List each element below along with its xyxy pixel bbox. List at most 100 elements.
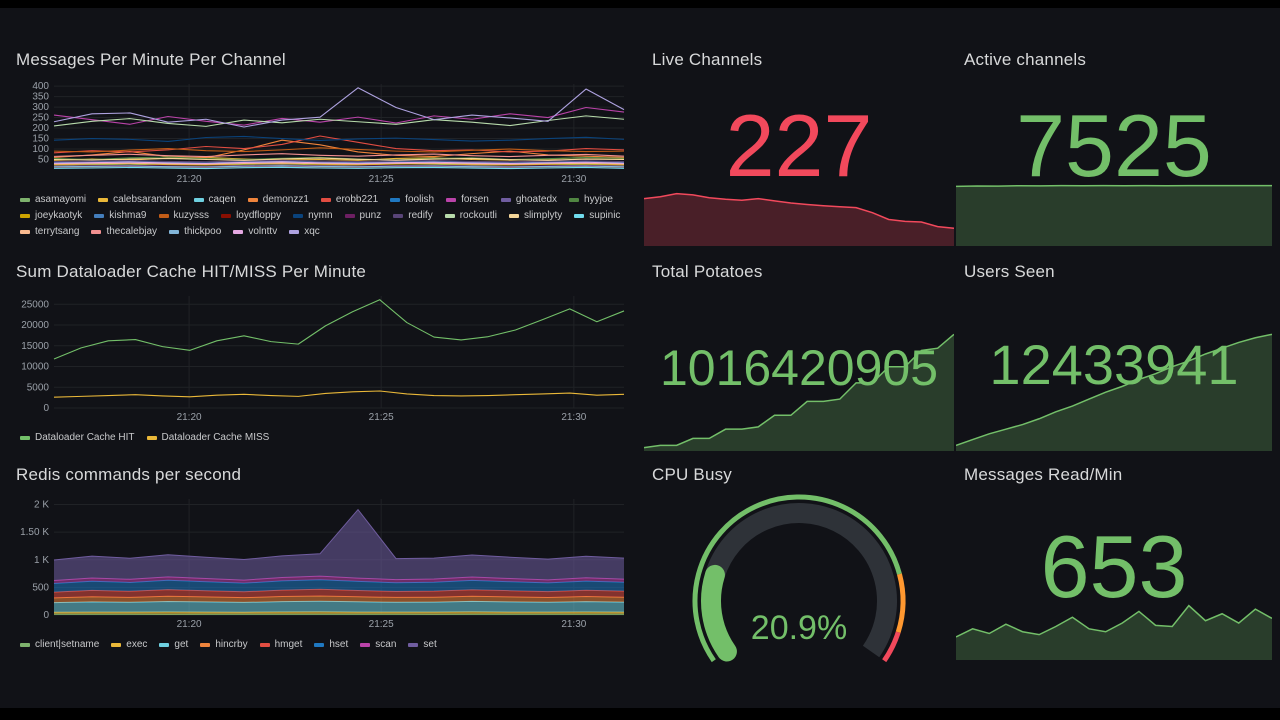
legend-item-thickpoo[interactable]: thickpoo: [169, 226, 221, 238]
sparkline-svg: [956, 333, 1272, 451]
legend-item-hyyjoe[interactable]: hyyjoe: [569, 194, 613, 206]
legend-swatch: [500, 198, 511, 202]
legend-label: rockoutli: [459, 210, 497, 221]
legend-item-hmget[interactable]: hmget: [259, 639, 303, 651]
panel-title-messages[interactable]: Messages Per Minute Per Channel: [16, 50, 286, 69]
legend-label: hyyjoe: [584, 194, 613, 205]
legend-label: nymn: [308, 210, 333, 221]
legend-item-punz[interactable]: punz: [344, 210, 382, 222]
legend-item-nymn[interactable]: nymn: [293, 210, 333, 222]
legend-item-terrytsang[interactable]: terrytsang: [20, 226, 79, 238]
legend-swatch: [146, 436, 157, 440]
svg-text:10000: 10000: [21, 362, 49, 373]
legend-item-thecalebjay[interactable]: thecalebjay: [91, 226, 157, 238]
legend-label: scan: [375, 639, 397, 650]
legend-item-supinic[interactable]: supinic: [574, 210, 620, 222]
legend-item-rockoutli[interactable]: rockoutli: [444, 210, 497, 222]
legend-label: caqen: [208, 194, 236, 205]
svg-text:1 K: 1 K: [34, 555, 49, 566]
legend-item-kuzysss[interactable]: kuzysss: [158, 210, 209, 222]
panel-total-potatoes: Total Potatoes 1016420905: [644, 252, 954, 455]
panel-dataloader-cache: Sum Dataloader Cache HIT/MISS Per Minute…: [8, 252, 640, 455]
legend-item-foolish[interactable]: foolish: [390, 194, 434, 206]
legend-item-asamayomi[interactable]: asamayomi: [20, 194, 86, 206]
panel-title-total-potatoes[interactable]: Total Potatoes: [652, 262, 763, 281]
panel-title-users-seen[interactable]: Users Seen: [964, 262, 1055, 281]
legend-item-hincrby[interactable]: hincrby: [200, 639, 248, 651]
legend-item-get[interactable]: get: [159, 639, 188, 651]
legend-label: client|setname: [35, 639, 100, 650]
legend-label: slimplyty: [523, 210, 563, 221]
legend-swatch: [344, 214, 355, 218]
legend-swatch: [393, 214, 404, 218]
panel-live-channels: Live Channels 227: [644, 40, 954, 252]
redis-chart[interactable]: 0 500 1 K 1.50 K 2 K 21:20 21:25 21:30: [14, 495, 632, 631]
legend-label: asamayomi: [35, 194, 87, 205]
panel-title-messages-read[interactable]: Messages Read/Min: [964, 465, 1123, 484]
legend-item-dataloader-cache-hit[interactable]: Dataloader Cache HIT: [20, 432, 135, 444]
legend-label: Dataloader Cache MISS: [161, 432, 270, 443]
legend-label: kishma9: [109, 210, 147, 221]
legend-swatch: [360, 643, 371, 647]
legend-item-loydfloppy[interactable]: loydfloppy: [221, 210, 281, 222]
legend-item-scan[interactable]: scan: [360, 639, 396, 651]
legend-label: xqc: [304, 226, 320, 237]
legend-item-kishma9[interactable]: kishma9: [94, 210, 147, 222]
legend-label: set: [423, 639, 437, 650]
legend-swatch: [233, 230, 244, 234]
svg-text:300: 300: [32, 102, 49, 113]
legend-item-hset[interactable]: hset: [314, 639, 348, 651]
legend-item-joeykaotyk[interactable]: joeykaotyk: [20, 210, 82, 222]
legend-swatch: [20, 643, 30, 647]
legend-label: forsen: [461, 194, 489, 205]
legend-label: hmget: [274, 639, 303, 650]
dataloader-chart[interactable]: 0 5000 10000 15000 20000 25000 21:20 21:25 21:30: [14, 292, 632, 424]
svg-text:0: 0: [43, 610, 49, 621]
panel-cpu-busy: CPU Busy 20.9%: [644, 455, 954, 670]
legend-item-xqc[interactable]: xqc: [289, 226, 320, 238]
legend-swatch: [221, 214, 232, 218]
legend-item-set[interactable]: set: [408, 639, 437, 651]
live-channels-sparkline: [644, 188, 954, 246]
svg-text:21:20: 21:20: [177, 412, 202, 423]
dataloader-legend: Dataloader Cache HIT Dataloader Cache MIS…: [16, 432, 632, 444]
legend-swatch: [320, 198, 331, 202]
legend-label: foolish: [405, 194, 435, 205]
legend-item-volnttv[interactable]: volnttv: [233, 226, 277, 238]
legend-item-exec[interactable]: exec: [111, 639, 147, 651]
panel-title-cpu-busy[interactable]: CPU Busy: [652, 465, 733, 484]
legend-swatch: [20, 230, 30, 234]
panel-title-live-channels[interactable]: Live Channels: [652, 50, 763, 69]
grafana-dashboard: Messages Per Minute Per Channel 50 100 150…: [0, 8, 1280, 708]
legend-item-slimplyty[interactable]: slimplyty: [508, 210, 563, 222]
total-potatoes-sparkline: [644, 331, 954, 451]
legend-item-client-setname[interactable]: client|setname: [20, 639, 99, 651]
cpu-gauge-value: 20.9%: [750, 609, 848, 647]
legend-item-erobb221[interactable]: erobb221: [320, 194, 378, 206]
legend-swatch: [314, 643, 325, 647]
legend-item-caqen[interactable]: caqen: [193, 194, 236, 206]
legend-item-ghoatedx[interactable]: ghoatedx: [500, 194, 557, 206]
users-seen-sparkline: [956, 331, 1272, 451]
legend-label: punz: [359, 210, 382, 221]
legend-item-calebsarandom[interactable]: calebsarandom: [98, 194, 182, 206]
legend-item-dataloader-cache-miss[interactable]: Dataloader Cache MISS: [146, 432, 270, 444]
legend-item-forsen[interactable]: forsen: [446, 194, 489, 206]
legend-swatch: [159, 643, 170, 647]
users-seen-value: 12433941: [989, 333, 1239, 396]
chart-svg: 0 500 1 K 1.50 K 2 K 21:20 21:25 21:30: [20, 499, 625, 630]
svg-text:400: 400: [32, 81, 49, 92]
legend-label: joeykaotyk: [35, 210, 83, 221]
legend-item-redify[interactable]: redify: [393, 210, 433, 222]
messages-chart[interactable]: 50 100 150 200 250 300 350 400 21:20 21:25 21:30: [14, 80, 632, 186]
svg-text:21:30: 21:30: [561, 174, 586, 185]
cpu-gauge: [644, 491, 954, 681]
panel-title-dataloader[interactable]: Sum Dataloader Cache HIT/MISS Per Minute: [16, 262, 367, 281]
svg-text:21:30: 21:30: [561, 619, 586, 630]
legend-item-demonzz1[interactable]: demonzz1: [247, 194, 309, 206]
panel-title-active-channels[interactable]: Active channels: [964, 50, 1087, 69]
panel-title-redis[interactable]: Redis commands per second: [16, 465, 242, 484]
legend-label: thecalebjay: [106, 226, 158, 237]
legend-swatch: [408, 643, 419, 647]
